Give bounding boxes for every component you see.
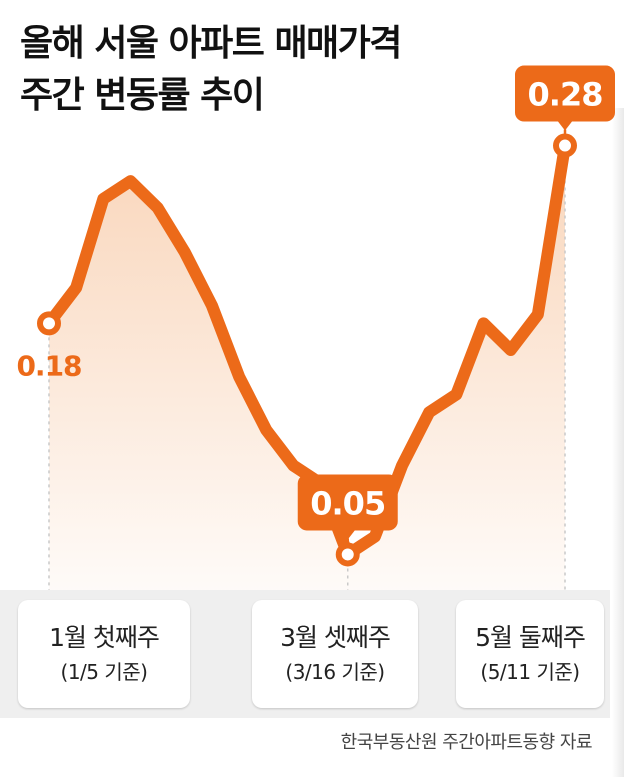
- x-label-main: 3월 셋째주: [280, 623, 391, 652]
- callout-box: [297, 474, 398, 531]
- callout-box: [515, 65, 615, 122]
- data-label: 0.18: [16, 349, 81, 382]
- x-label-main: 1월 첫째주: [49, 623, 160, 652]
- x-label-may-week2: 5월 둘째주 (5/11 기준): [456, 600, 604, 708]
- data-label: 0.28: [528, 76, 603, 114]
- data-point: [37, 311, 61, 336]
- x-label-mar-week3: 3월 셋째주 (3/16 기준): [252, 600, 418, 708]
- x-label-main: 5월 둘째주: [475, 623, 586, 652]
- right-edge-shadow: [612, 108, 624, 777]
- data-point: [335, 542, 360, 567]
- data-point: [553, 133, 577, 158]
- source-note: 한국부동산원 주간아파트동향 자료: [340, 732, 593, 753]
- line-area-fill: [49, 145, 565, 591]
- callout-pointer: [558, 121, 572, 131]
- x-label-sub: (1/5 기준): [60, 660, 148, 684]
- callout-pointer: [340, 530, 355, 540]
- x-label-sub: (5/11 기준): [480, 660, 580, 684]
- title-line-1: 올해 서울 아파트 매매가격: [20, 23, 402, 64]
- chart-title: 올해 서울 아파트 매매가격 주간 변동률 추이: [20, 18, 402, 122]
- title-line-2: 주간 변동률 추이: [20, 75, 265, 116]
- x-label-jan-week1: 1월 첫째주 (1/5 기준): [18, 600, 190, 708]
- data-label: 0.05: [310, 484, 385, 522]
- x-label-sub: (3/16 기준): [285, 660, 385, 684]
